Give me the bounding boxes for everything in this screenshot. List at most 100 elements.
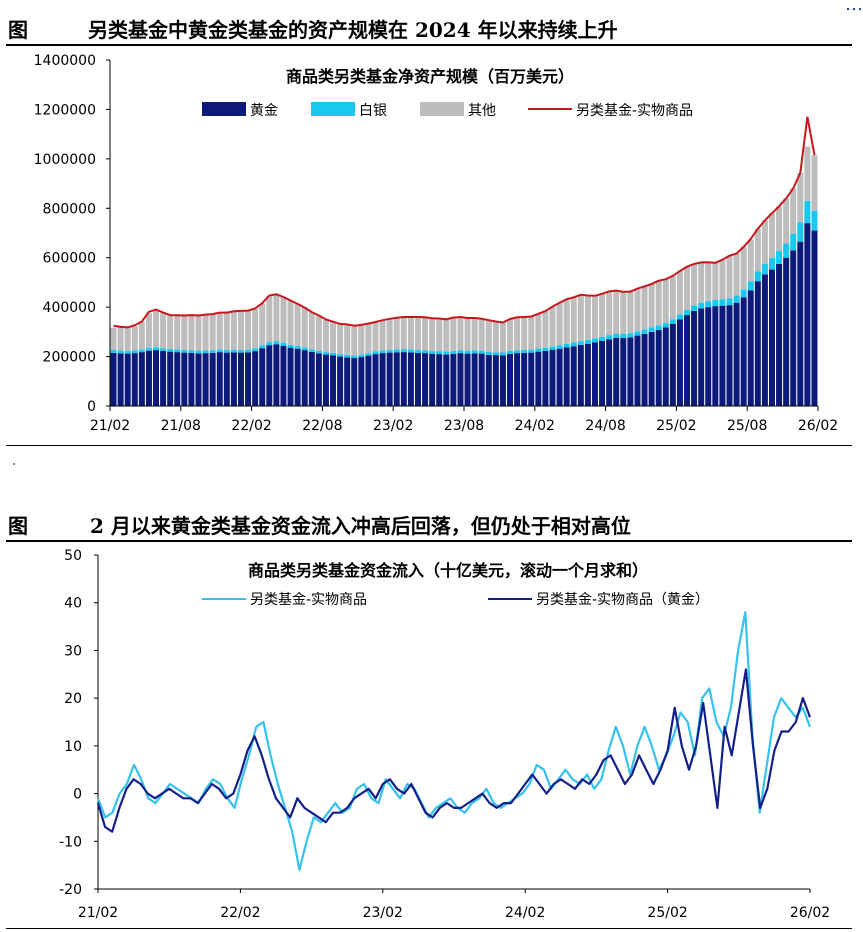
bar-gold [471, 353, 478, 406]
bar-gold [273, 344, 280, 406]
bar-silver [556, 345, 563, 349]
bar-silver [450, 350, 457, 354]
bar-gold [485, 354, 492, 406]
bar-silver [245, 349, 252, 353]
bar-other [662, 279, 669, 323]
x-tick-label: 25/02 [647, 905, 687, 921]
bar-other [563, 299, 570, 344]
y-tick-label: 600000 [43, 251, 96, 267]
bar-silver [414, 349, 421, 353]
x-tick-label: 21/08 [161, 418, 201, 434]
bar-gold [514, 353, 521, 406]
bar-other [733, 253, 740, 296]
bar-other [457, 317, 464, 351]
bar-gold [790, 250, 797, 406]
bar-silver [698, 302, 705, 309]
bar-other [400, 317, 407, 350]
x-tick-label: 21/02 [78, 905, 118, 921]
bar-silver [344, 354, 351, 358]
bar-silver [648, 327, 655, 332]
y-tick-label: 200000 [43, 350, 96, 366]
bar-silver [726, 298, 733, 306]
bar-gold [797, 241, 804, 406]
bar-silver [740, 289, 747, 298]
bar-silver [223, 349, 230, 353]
bar-gold [322, 354, 329, 406]
bar-gold [669, 323, 676, 406]
bar-other [365, 323, 372, 354]
figure2-top-rule [6, 540, 852, 542]
bar-silver [429, 350, 436, 354]
bar-gold [776, 263, 783, 406]
bar-gold [499, 355, 506, 406]
bar-other [372, 322, 379, 352]
bar-other [174, 315, 181, 350]
bar-silver [372, 351, 379, 355]
bar-gold [330, 355, 337, 406]
bar-gold [676, 319, 683, 406]
bar-silver [436, 351, 443, 355]
bar-other [344, 325, 351, 355]
bar-other [436, 318, 443, 352]
y-tick-label: 40 [64, 596, 82, 612]
bar-other [145, 313, 152, 348]
bar-silver [400, 349, 407, 353]
bar-silver [790, 233, 797, 251]
x-tick-label: 22/02 [231, 418, 271, 434]
bar-silver [676, 314, 683, 320]
bar-gold [252, 351, 259, 406]
bar-silver [308, 349, 315, 352]
bar-silver [230, 349, 237, 353]
bar-silver [804, 200, 811, 224]
bar-silver [287, 344, 294, 348]
bar-gold [443, 354, 450, 406]
bar-other [712, 262, 719, 300]
bar-gold [145, 350, 152, 406]
bar-silver [684, 309, 691, 316]
bar-gold [422, 353, 429, 406]
bar-gold [131, 353, 138, 406]
bar-other [776, 206, 783, 252]
bar-other [464, 318, 471, 351]
bar-other [209, 314, 216, 351]
bar-silver [528, 349, 535, 353]
bar-silver [322, 352, 329, 355]
bar-gold [584, 343, 591, 406]
bar-gold [549, 349, 556, 406]
bar-other [627, 291, 634, 334]
y-tick-label: 20 [64, 691, 82, 707]
bar-gold [365, 355, 372, 406]
bar-other [450, 317, 457, 351]
bar-gold [754, 281, 761, 406]
bar-gold [160, 350, 167, 406]
bar-other [167, 315, 174, 349]
y-tick-label: 1200000 [34, 102, 96, 118]
bar-other [393, 317, 400, 350]
figure1-bottom-rule [6, 445, 852, 446]
bar-silver [216, 349, 223, 353]
bar-silver [464, 350, 471, 354]
bar-gold [733, 302, 740, 406]
bar-gold [457, 353, 464, 406]
x-tick-label: 23/08 [444, 418, 484, 434]
bar-gold [768, 269, 775, 406]
bar-silver [627, 333, 634, 338]
legend-other-label: 其他 [468, 103, 496, 119]
bar-other [351, 326, 358, 356]
bar-other [153, 310, 160, 348]
bar-gold [301, 350, 308, 406]
bar-silver [570, 342, 577, 347]
bar-silver [237, 349, 244, 353]
bar-gold [783, 257, 790, 406]
bar-other [705, 262, 712, 302]
bar-gold [181, 352, 188, 406]
bar-silver [181, 349, 188, 353]
bar-silver [584, 339, 591, 344]
bar-gold [407, 352, 414, 406]
bar-silver [613, 333, 620, 338]
bar-silver [315, 350, 322, 354]
bar-gold [556, 348, 563, 406]
bar-other [414, 317, 421, 350]
bar-gold [202, 353, 209, 406]
bar-silver [499, 352, 506, 356]
